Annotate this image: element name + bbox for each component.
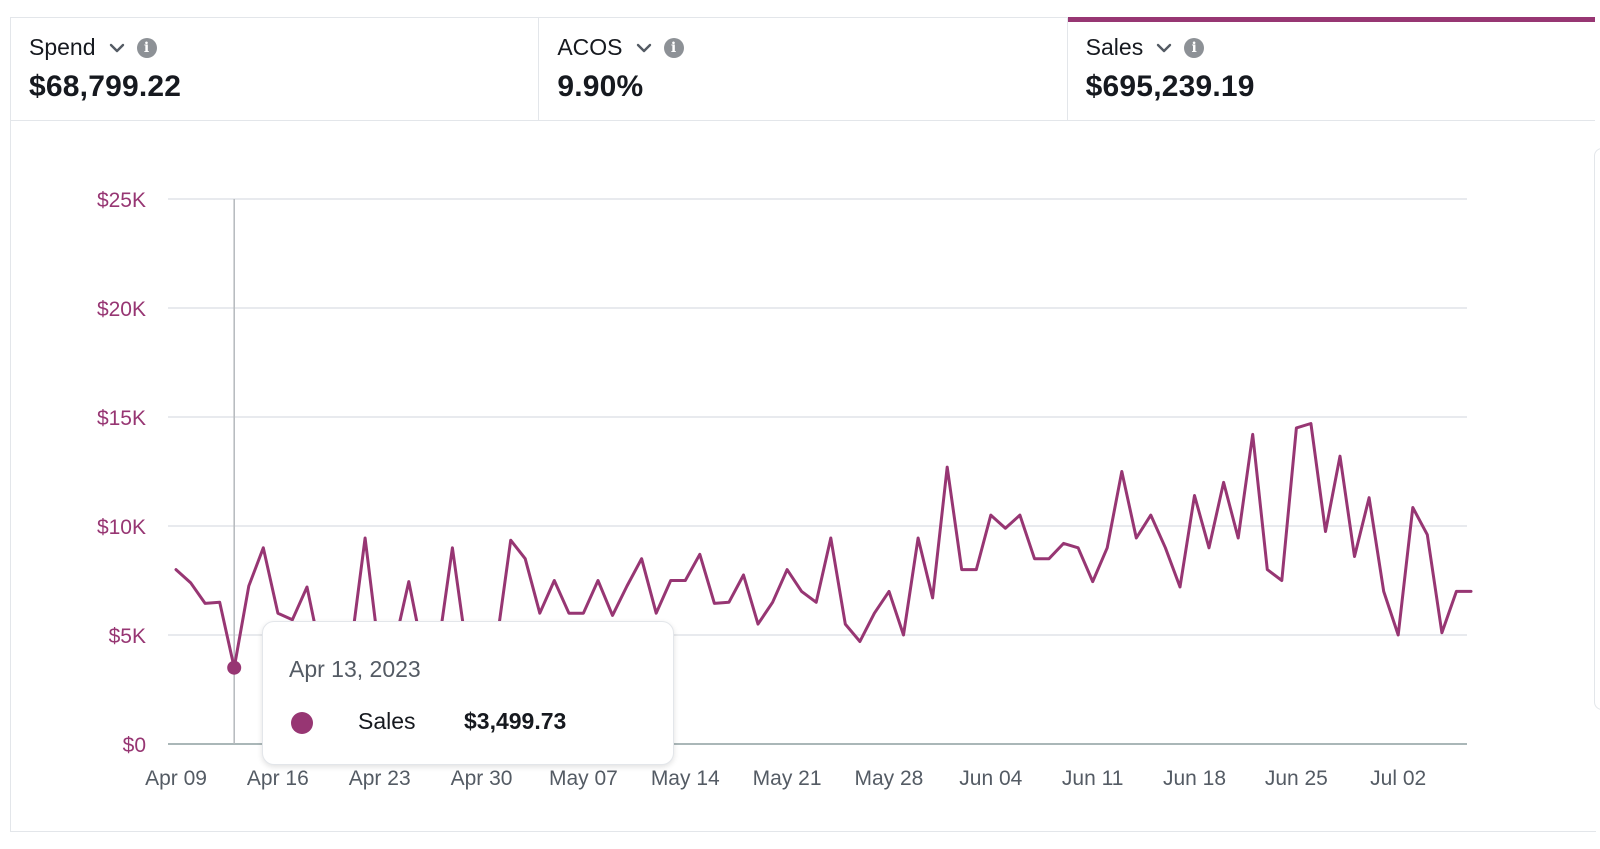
x-tick-label: Jun 11 bbox=[1062, 767, 1124, 790]
x-tick-label: Jun 25 bbox=[1265, 767, 1328, 790]
x-tick-label: May 28 bbox=[855, 767, 924, 790]
x-tick-label: Apr 30 bbox=[451, 767, 513, 790]
metric-value-sales: $695,239.19 bbox=[1085, 70, 1255, 103]
y-tick-label: $5K bbox=[109, 625, 146, 648]
metric-value-acos: 9.90% bbox=[557, 70, 644, 103]
y-tick-label: $25K bbox=[97, 189, 146, 212]
info-icon[interactable]: i bbox=[1184, 37, 1205, 58]
y-tick-label: $15K bbox=[97, 407, 146, 430]
x-tick-label: Jun 18 bbox=[1163, 767, 1226, 790]
x-tick-label: Apr 16 bbox=[247, 767, 309, 790]
metric-header-sales: Sales i bbox=[1086, 34, 1595, 61]
x-tick-label: May 07 bbox=[549, 767, 618, 790]
hover-data-point[interactable] bbox=[227, 660, 242, 675]
metric-tiles: Spend i $68,799.22 ACOS i 9.90% Sales i … bbox=[10, 17, 1596, 121]
chevron-down-icon[interactable] bbox=[1155, 39, 1173, 57]
metric-tile-acos[interactable]: ACOS i 9.90% bbox=[538, 18, 1066, 120]
x-tick-label: Jul 02 bbox=[1370, 767, 1426, 790]
chevron-down-icon[interactable] bbox=[635, 39, 653, 57]
metric-label-sales: Sales bbox=[1085, 34, 1144, 60]
y-tick-label: $10K bbox=[97, 516, 146, 539]
x-tick-label: May 14 bbox=[651, 767, 720, 790]
metric-header-acos: ACOS i bbox=[557, 34, 1066, 61]
tooltip-value: $3,499.73 bbox=[464, 708, 567, 734]
tooltip-series-dot bbox=[291, 712, 313, 734]
chevron-down-icon[interactable] bbox=[108, 39, 126, 57]
x-tick-label: Apr 09 bbox=[145, 767, 207, 790]
x-tick-label: May 21 bbox=[753, 767, 822, 790]
chart-panel bbox=[10, 119, 1596, 832]
x-tick-label: Apr 23 bbox=[349, 767, 411, 790]
metric-tile-spend[interactable]: Spend i $68,799.22 bbox=[10, 18, 538, 120]
metric-value-spend: $68,799.22 bbox=[29, 70, 182, 103]
tooltip-series-label: Sales bbox=[358, 708, 416, 734]
metric-header-spend: Spend i bbox=[29, 34, 538, 61]
y-tick-label: $20K bbox=[97, 298, 146, 321]
metric-label-spend: Spend bbox=[29, 34, 96, 60]
y-tick-label: $0 bbox=[123, 734, 146, 757]
info-icon[interactable]: i bbox=[136, 37, 157, 58]
info-icon[interactable]: i bbox=[663, 37, 684, 58]
x-tick-label: Jun 04 bbox=[959, 767, 1022, 790]
metric-label-acos: ACOS bbox=[557, 34, 623, 60]
chart-tooltip: Apr 13, 2023 Sales $3,499.73 bbox=[262, 621, 674, 765]
metric-tile-sales[interactable]: Sales i $695,239.19 bbox=[1066, 17, 1596, 120]
tooltip-date: Apr 13, 2023 bbox=[289, 656, 421, 682]
